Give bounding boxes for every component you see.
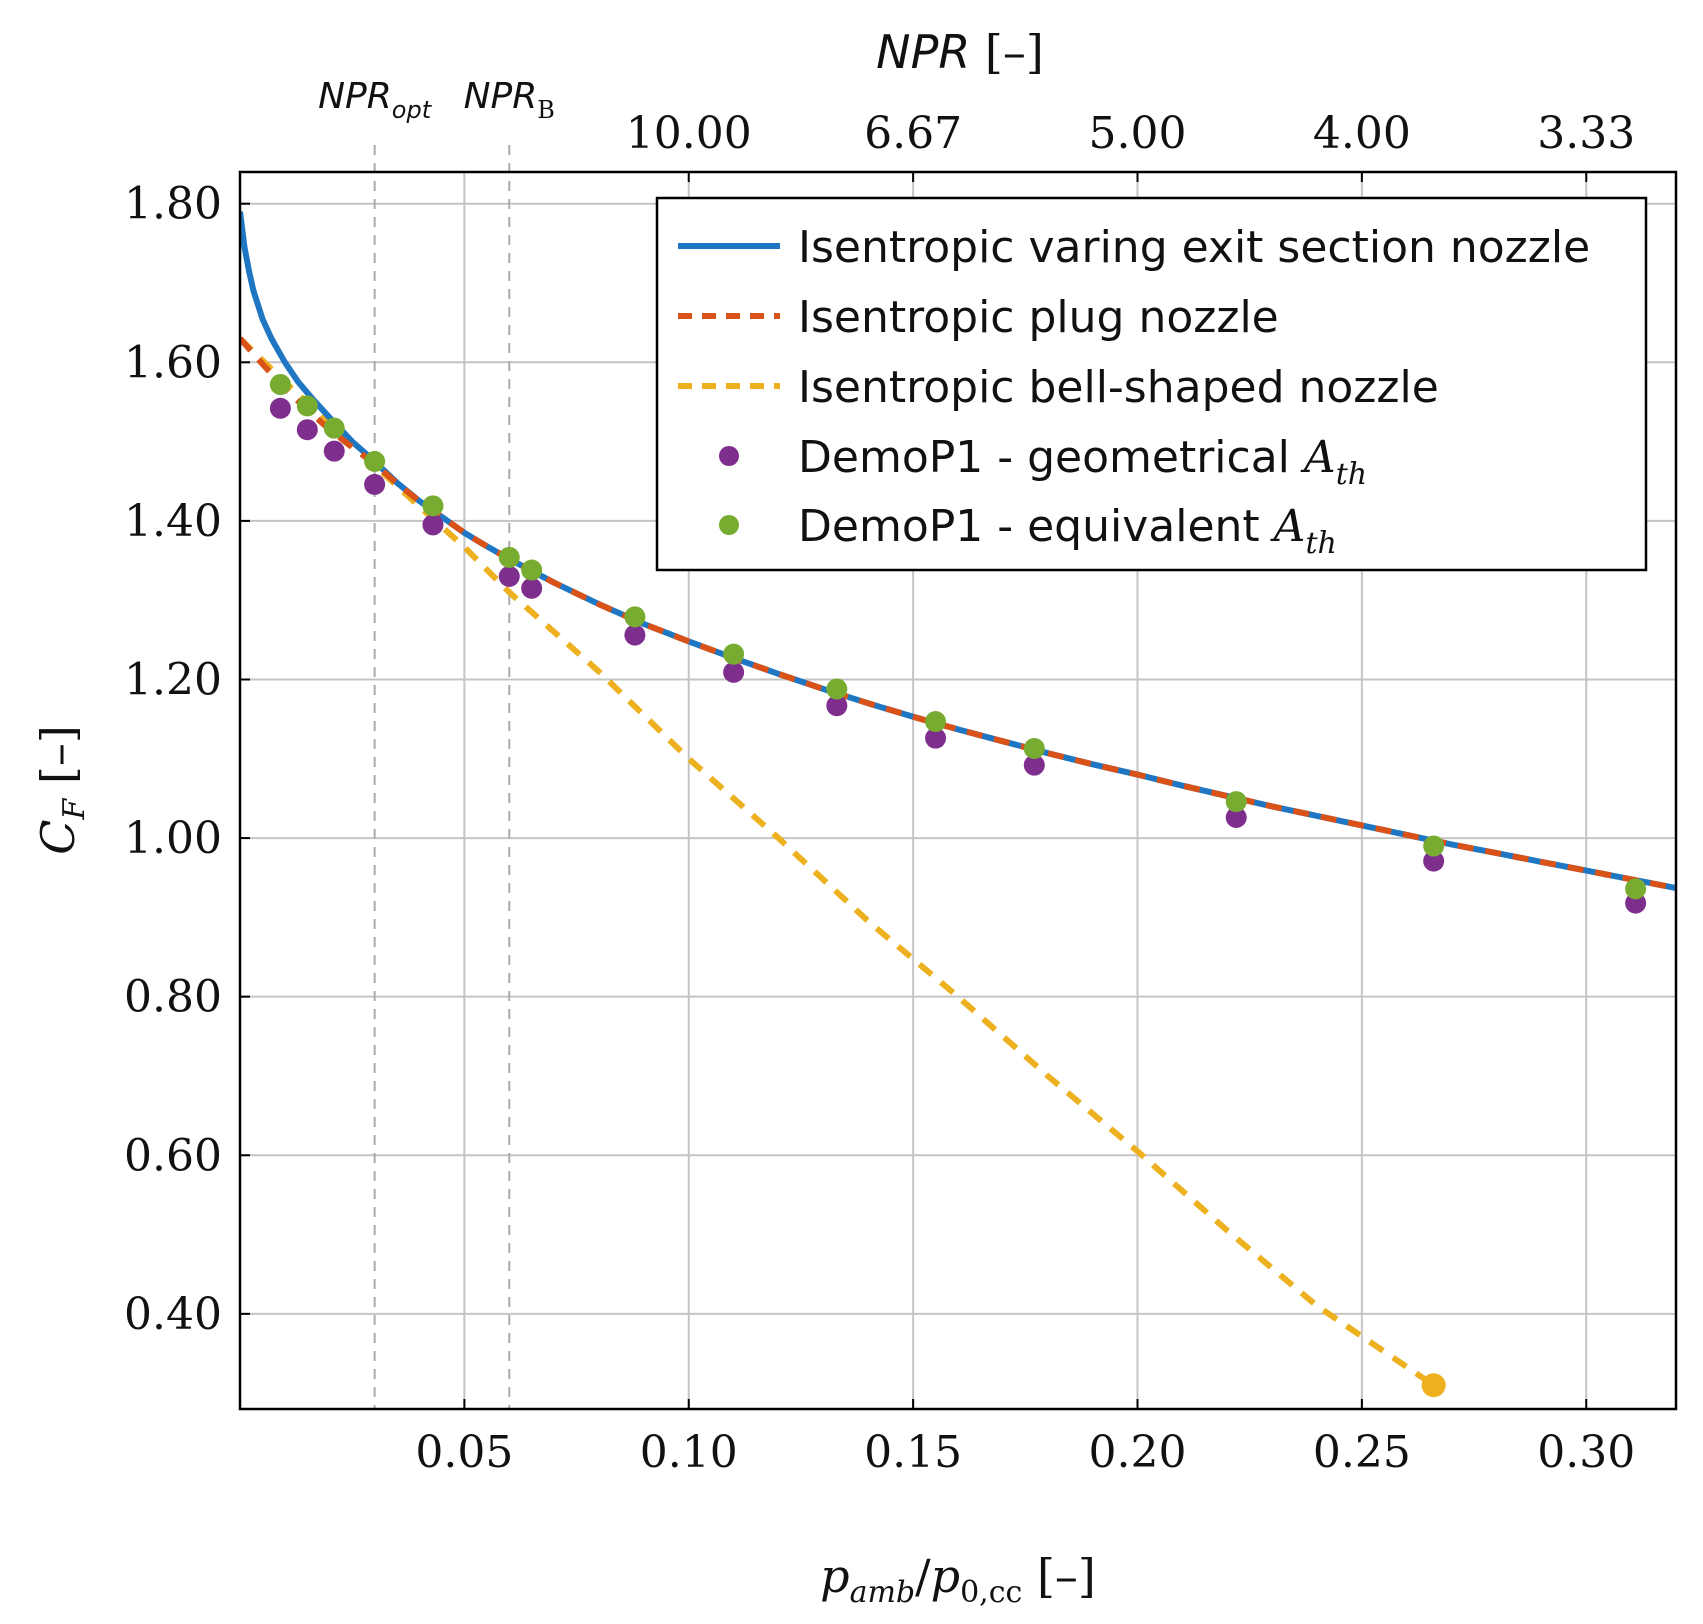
data-point [296,419,318,441]
x-axis-title: pamb/p0,cc [–] [820,1549,1096,1610]
legend-item-varing-exit: Isentropic varing exit section nozzle [678,222,1590,273]
legend-item-geometrical: DemoP1 - geometrical Ath [719,432,1367,492]
data-point [498,565,520,587]
x-tick-label: 0.30 [1537,1427,1635,1478]
y-tick-label: 1.40 [124,496,222,547]
y-tick-label: 0.80 [124,972,222,1023]
data-point [323,417,345,439]
legend-label: DemoP1 - equivalent Ath [798,501,1337,561]
reference-label: NPRB [464,76,555,124]
data-point [521,577,543,599]
ticks-layer: 0.05 0.10 0.15 0.20 0.25 0.30 0.40 0.60 0.80 1.00… [124,108,1635,1478]
data-point [498,546,520,568]
legend: Isentropic varing exit section nozzle Is… [655,196,1648,572]
data-point [1023,737,1045,759]
data-point [925,727,947,749]
x-tick-label: 0.20 [1089,1427,1187,1478]
data-point [723,661,745,683]
data-point [723,643,745,665]
reference-lines: NPRopt NPRB [318,76,555,1409]
data-point [422,495,444,517]
legend-item-equivalent: DemoP1 - equivalent Ath [719,501,1337,561]
top-tick-label: 6.67 [864,108,962,159]
y-tick-label: 0.60 [124,1130,222,1181]
data-point [925,711,947,733]
x-tick-label: 0.05 [415,1427,513,1478]
data-point [1023,754,1045,776]
data-point [521,559,543,581]
x-tick-label: 0.10 [640,1427,738,1478]
reference-label: NPRopt [318,76,433,124]
legend-label: DemoP1 - geometrical Ath [798,432,1367,492]
top-tick-label: 4.00 [1313,108,1411,159]
y-tick-label: 1.00 [124,813,222,864]
series-end-point [1421,1373,1446,1398]
top-axis-title: NPR [–] [876,25,1044,79]
y-tick-label: 1.60 [124,337,222,388]
data-point [1225,791,1247,813]
data-point [1423,850,1445,872]
legend-box [655,196,1648,572]
legend-item-plug: Isentropic plug nozzle [678,292,1279,343]
data-point [269,374,291,396]
data-point [364,450,386,472]
legend-label: Isentropic bell-shaped nozzle [798,362,1439,413]
data-point [624,606,646,628]
data-point [422,514,444,536]
y-tick-label: 1.80 [124,179,222,230]
y-tick-label: 0.40 [124,1289,222,1340]
plot-frame [238,170,1678,1411]
top-tick-label: 3.33 [1537,108,1635,159]
data-point [1225,806,1247,828]
top-tick-label: 10.00 [626,108,752,159]
legend-label: Isentropic plug nozzle [798,292,1279,343]
y-axis-title: CF [–] [31,725,92,855]
data-point [624,624,646,646]
legend-item-bell: Isentropic bell-shaped nozzle [678,362,1439,413]
data-point [826,678,848,700]
data-point [364,473,386,495]
data-point [323,440,345,462]
top-tick-label: 5.00 [1089,108,1187,159]
data-point [1625,878,1647,900]
data-point [1423,835,1445,857]
legend-swatch-green-dot [719,515,739,535]
series-layer [240,211,1676,1398]
y-tick-label: 1.20 [124,654,222,705]
data-point [826,695,848,717]
data-point [296,395,318,417]
legend-swatch-purple-dot [719,446,739,466]
x-tick-label: 0.15 [864,1427,962,1478]
x-tick-label: 0.25 [1313,1427,1411,1478]
data-point [269,397,291,419]
legend-label: Isentropic varing exit section nozzle [798,222,1590,273]
